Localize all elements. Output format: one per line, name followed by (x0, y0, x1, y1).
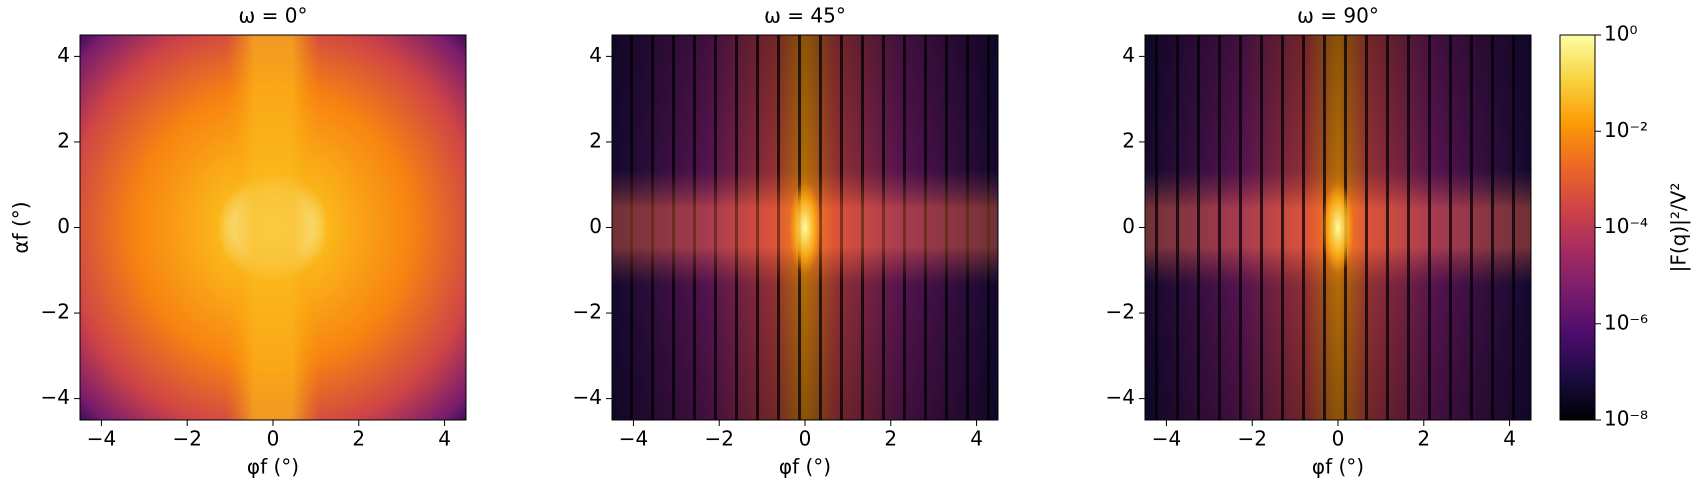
heatmap-layer (1145, 35, 1531, 420)
x-tick-label: −4 (619, 427, 648, 451)
y-tick-label: 0 (589, 214, 602, 238)
x-tick-label: −4 (87, 427, 116, 451)
heatmap-layer (80, 35, 466, 420)
x-axis-label: φf (°) (779, 455, 831, 479)
y-tick-label: 2 (1122, 128, 1135, 152)
x-tick-label: 0 (1332, 427, 1345, 451)
x-tick-label: 0 (799, 427, 812, 451)
x-tick-label: −2 (172, 427, 201, 451)
x-tick-label: 4 (970, 427, 983, 451)
y-tick-label: −4 (1106, 385, 1135, 409)
y-tick-label: −2 (41, 300, 70, 324)
colorbar-label: |F(q)|²/V² (1667, 183, 1691, 273)
x-tick-label: 2 (1417, 427, 1430, 451)
y-tick-label: 2 (589, 128, 602, 152)
x-tick-label: −2 (704, 427, 733, 451)
panel-title: ω = 90° (1297, 4, 1379, 28)
y-tick-label: −4 (573, 385, 602, 409)
colorbar-tick-label: 10⁻² (1604, 118, 1648, 142)
y-tick-label: 0 (57, 214, 70, 238)
panel-title: ω = 0° (239, 4, 308, 28)
y-tick-label: 4 (57, 43, 70, 67)
colorbar-tick-label: 10⁰ (1604, 22, 1637, 46)
x-tick-label: 4 (438, 427, 451, 451)
heatmap-image (1145, 35, 1531, 420)
colorbar-tick-label: 10⁻⁶ (1604, 310, 1648, 334)
y-tick-label: −2 (1106, 300, 1135, 324)
colorbar (1559, 34, 1596, 421)
x-tick-label: −4 (1152, 427, 1181, 451)
y-tick-label: −2 (573, 300, 602, 324)
heatmap-image (80, 35, 466, 420)
y-tick-label: 4 (1122, 43, 1135, 67)
x-tick-label: 0 (267, 427, 280, 451)
x-axis-label: φf (°) (1312, 455, 1364, 479)
x-tick-label: 4 (1503, 427, 1516, 451)
y-tick-label: 4 (589, 43, 602, 67)
y-tick-label: −4 (41, 385, 70, 409)
x-tick-label: −2 (1237, 427, 1266, 451)
colorbar-tick-label: 10⁻⁴ (1604, 214, 1648, 238)
x-tick-label: 2 (884, 427, 897, 451)
panel-title: ω = 45° (764, 4, 846, 28)
y-tick-label: 2 (57, 128, 70, 152)
heatmap-layer (612, 35, 998, 420)
x-tick-label: 2 (352, 427, 365, 451)
colorbar-tick-label: 10⁻⁸ (1604, 407, 1648, 431)
x-axis-label: φf (°) (247, 455, 299, 479)
y-tick-label: 0 (1122, 214, 1135, 238)
y-axis-label: αf (°) (9, 201, 33, 253)
heatmap-image (612, 35, 998, 420)
